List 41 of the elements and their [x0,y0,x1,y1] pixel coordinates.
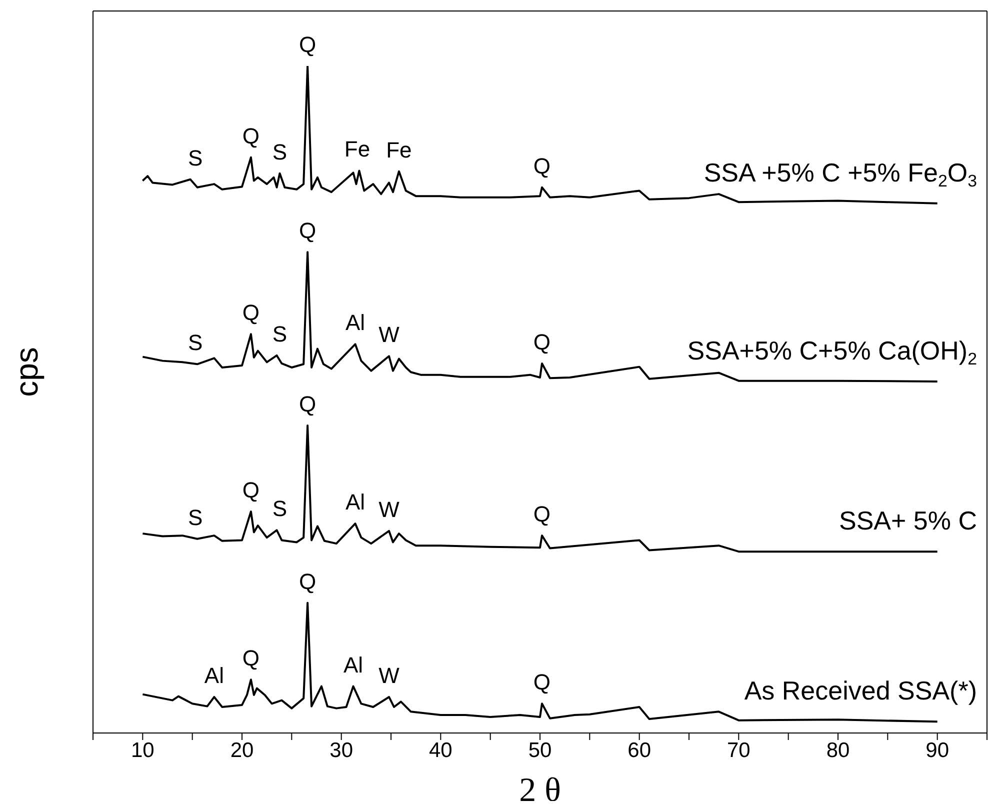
annotation: Fe [344,136,370,162]
x-tick-label: 90 [926,738,950,762]
x-tick-label: 50 [528,738,552,762]
annotation: S [272,496,288,522]
x-tick-label: 40 [428,738,452,762]
y-axis-title: cps [8,347,44,397]
annotation: W [378,322,400,348]
annotation: S [272,321,288,346]
annotation: Q [298,392,316,417]
x-tick-label: 60 [628,738,652,762]
x-tick-label: 20 [230,738,254,762]
annotation: S [272,139,288,164]
series-label: SSA+5% C+5% Ca(OH)$_{2}$ [687,335,977,369]
series-label: SSA+ 5% C [838,506,977,536]
annotation: S [188,330,203,356]
series-label: SSA +5% C +5% Fe$_{2}$O$_{3}$ [704,157,977,190]
annotation: Q [242,123,260,148]
annotation: Q [533,329,551,354]
annotation: Q [533,670,551,695]
annotation: Al [343,652,364,678]
annotation: Q [298,218,316,244]
annotation: S [188,145,203,170]
annotation: W [378,662,400,688]
annotation: Q [298,32,316,57]
annotation: Q [298,568,316,594]
annotation: Al [345,490,366,515]
annotation: Al [345,310,366,336]
annotation: Q [533,153,551,178]
annotation: W [378,496,400,522]
series-label: As Received SSA(*) [744,676,977,706]
x-tick-label: 70 [726,738,750,762]
annotation: Fe [386,137,412,162]
annotation: Al [204,662,224,688]
annotation: S [188,504,203,530]
annotation: Q [533,502,551,527]
annotation: Q [242,300,260,326]
annotation: Q [242,646,260,671]
annotation: Q [242,478,260,503]
x-tick-label: 10 [130,738,154,762]
x-tick-label: 30 [330,738,354,762]
x-tick-label: 80 [826,738,850,762]
